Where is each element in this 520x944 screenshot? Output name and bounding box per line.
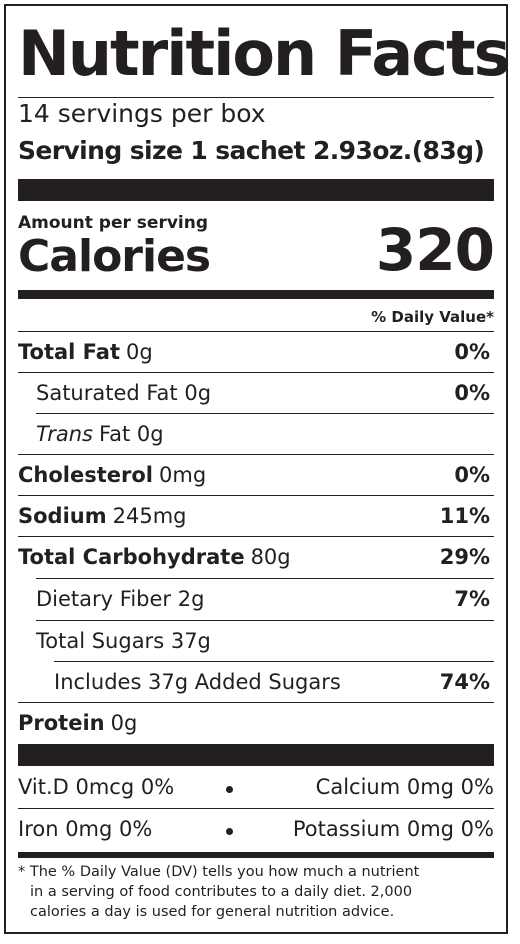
title-divider bbox=[18, 97, 494, 98]
nutrient-name: Protein bbox=[18, 711, 105, 735]
micronutrient-row-1: Vit.D 0mcg 0% Calcium 0mg 0% bbox=[18, 767, 494, 807]
row-divider bbox=[18, 372, 494, 373]
serving-size-value: 1 sachet 2.93oz.(83g) bbox=[190, 136, 485, 165]
row-divider bbox=[18, 702, 494, 703]
row-divider bbox=[36, 413, 494, 414]
calories-divider bbox=[18, 290, 494, 299]
nutrition-facts-label: Nutrition Facts 14 servings per box Serv… bbox=[4, 4, 511, 934]
nutrient-name: Dietary Fiber bbox=[36, 587, 172, 611]
nutrient-daily-value: 0% bbox=[454, 381, 490, 405]
nutrient-name: Total Fat bbox=[18, 340, 121, 364]
row-divider bbox=[18, 454, 494, 455]
calories-label: Calories bbox=[18, 231, 211, 282]
nutrient-daily-value: 74% bbox=[439, 670, 490, 694]
nutrient-amount: 245mg bbox=[112, 504, 187, 528]
amount-per-serving: Amount per serving bbox=[18, 213, 209, 233]
serving-size-label: Serving size bbox=[18, 136, 183, 165]
row-divider bbox=[36, 620, 494, 621]
nutrient-row-cholesterol: Cholesterol 0mg 0% bbox=[18, 455, 494, 495]
bullet-separator bbox=[226, 828, 233, 835]
nutrient-daily-value: 0% bbox=[454, 463, 490, 487]
footnote-divider bbox=[18, 852, 494, 858]
nutrient-daily-value: 29% bbox=[439, 545, 490, 569]
nutrient-name: Total Sugars bbox=[36, 629, 165, 653]
thick-bar-top bbox=[18, 179, 494, 201]
row-divider bbox=[18, 331, 494, 332]
row-divider bbox=[18, 536, 494, 537]
nutrient-amount: 2g bbox=[177, 587, 205, 611]
nutrient-row-sodium: Sodium 245mg 11% bbox=[18, 496, 494, 536]
nutrient-row-total-sugars: Total Sugars 37g bbox=[18, 621, 494, 661]
calcium: Calcium 0mg 0% bbox=[315, 775, 494, 799]
nutrient-name: Fat bbox=[98, 422, 131, 446]
potassium: Potassium 0mg 0% bbox=[292, 817, 494, 841]
bullet-separator bbox=[226, 786, 233, 793]
row-divider bbox=[36, 578, 494, 579]
nutrient-daily-value: 0% bbox=[454, 340, 490, 364]
nutrient-name: Cholesterol bbox=[18, 463, 153, 487]
nutrient-row-trans-fat: Trans Fat 0g bbox=[18, 414, 494, 454]
nutrient-name: Saturated Fat bbox=[36, 381, 178, 405]
nutrient-daily-value: 11% bbox=[439, 504, 490, 528]
nutrient-row-saturated-fat: Saturated Fat 0g 0% bbox=[18, 373, 494, 413]
servings-per-container: 14 servings per box bbox=[18, 99, 266, 128]
row-divider bbox=[54, 661, 494, 662]
nutrient-row-added-sugars: Includes 37g Added Sugars 74% bbox=[18, 662, 494, 702]
nutrient-amount: 0g bbox=[110, 711, 138, 735]
row-divider bbox=[18, 495, 494, 496]
nutrient-amount: 0g bbox=[126, 340, 153, 364]
nutrient-name: Sodium bbox=[18, 504, 107, 528]
nutrient-daily-value: 7% bbox=[454, 587, 490, 611]
nutrient-row-dietary-fiber: Dietary Fiber 2g 7% bbox=[18, 579, 494, 619]
footnote-line: * The % Daily Value (DV) tells you how m… bbox=[18, 864, 420, 880]
row-divider bbox=[18, 808, 494, 809]
serving-size: Serving size 1 sachet 2.93oz.(83g) bbox=[18, 134, 485, 168]
nutrient-amount: 37g bbox=[170, 629, 211, 653]
nutrient-amount: 0g bbox=[136, 422, 164, 446]
label-title: Nutrition Facts bbox=[18, 17, 511, 90]
nutrient-amount: 0mg bbox=[159, 463, 207, 487]
nutrient-amount: 80g bbox=[250, 545, 291, 569]
nutrient-row-total-carbohydrate: Total Carbohydrate 80g 29% bbox=[18, 537, 494, 577]
thick-bar-bottom bbox=[18, 744, 494, 766]
iron: Iron 0mg 0% bbox=[18, 817, 153, 841]
daily-value-footnote: * The % Daily Value (DV) tells you how m… bbox=[18, 862, 498, 922]
daily-value-header: % Daily Value* bbox=[371, 308, 494, 326]
footnote-line: in a serving of food contributes to a da… bbox=[30, 884, 413, 900]
calories-value: 320 bbox=[375, 216, 495, 284]
footnote-line: calories a day is used for general nutri… bbox=[30, 904, 395, 920]
nutrient-row-protein: Protein 0g bbox=[18, 703, 494, 743]
nutrient-name-italic: Trans bbox=[36, 422, 93, 446]
nutrient-name: Includes 37g Added Sugars bbox=[54, 670, 341, 694]
nutrient-amount: 0g bbox=[184, 381, 212, 405]
nutrient-name: Total Carbohydrate bbox=[18, 545, 245, 569]
vitamin-d: Vit.D 0mcg 0% bbox=[18, 775, 175, 799]
micronutrient-row-2: Iron 0mg 0% Potassium 0mg 0% bbox=[18, 809, 494, 849]
nutrient-row-total-fat: Total Fat 0g 0% bbox=[18, 332, 494, 372]
